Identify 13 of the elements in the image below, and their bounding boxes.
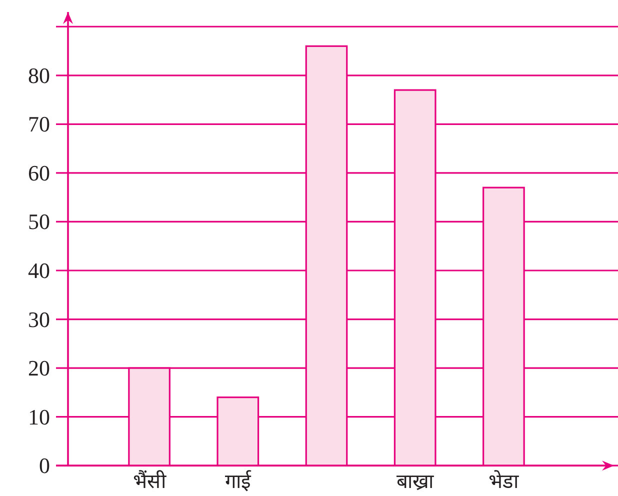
x-tick-label: गाई <box>224 470 252 493</box>
y-tick-label: 30 <box>28 306 50 332</box>
y-tick-label: 40 <box>28 258 50 284</box>
y-tick-label: 20 <box>28 356 50 381</box>
y-tick-label: 80 <box>28 62 50 88</box>
y-tick-label: 60 <box>28 160 50 186</box>
x-tick-label: बाख्रा <box>396 471 435 493</box>
y-tick-label: 0 <box>39 453 50 478</box>
y-tick-label: 50 <box>28 209 50 234</box>
y-tick-label: 70 <box>28 112 50 137</box>
x-tick-label: भैंसी <box>132 470 167 493</box>
x-tick-label: भेडा <box>488 470 520 493</box>
y-tick-label: 10 <box>28 404 50 430</box>
